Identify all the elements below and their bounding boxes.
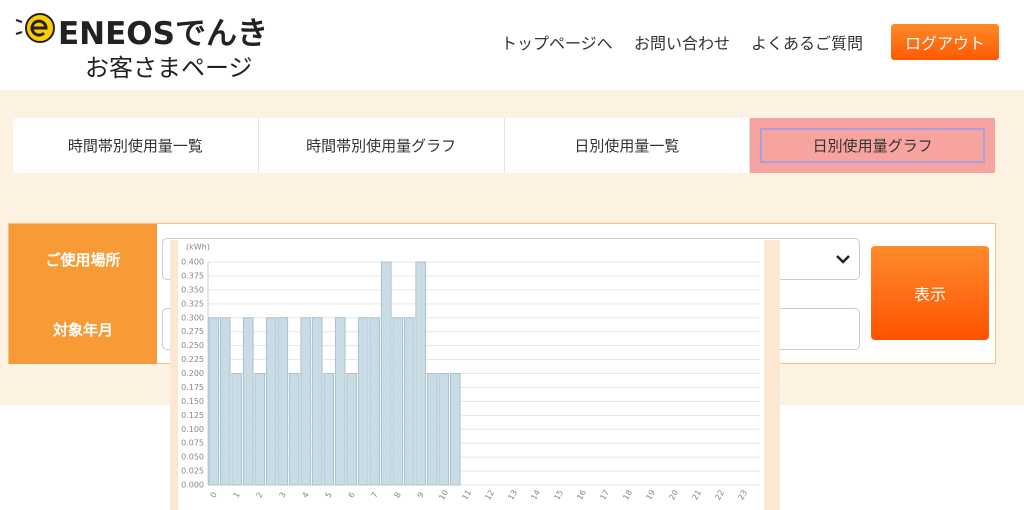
logo-icon [15, 13, 55, 43]
bar [426, 373, 438, 486]
bar [380, 261, 392, 486]
x-tick-label: 7 [370, 491, 380, 500]
logo-subtitle: お客さまページ [85, 54, 253, 82]
y-tick-label: 0.350 [181, 285, 204, 294]
y-tick-label: 0.400 [181, 258, 204, 267]
bar [323, 373, 335, 486]
bar [277, 317, 289, 486]
nav-link[interactable]: よくあるご質問 [751, 34, 864, 53]
x-tick-label: 4 [301, 491, 311, 500]
x-tick-label: 13 [506, 488, 519, 501]
x-tick-label: 19 [644, 488, 657, 501]
bar [346, 373, 358, 486]
logout-button[interactable]: ログアウト [891, 24, 999, 60]
bar [357, 317, 369, 486]
x-tick-label: 18 [621, 488, 634, 501]
form-label: ご使用場所 [9, 224, 157, 294]
y-tick-label: 0.050 [181, 453, 204, 462]
y-tick-label: 0.075 [181, 439, 204, 448]
bar [369, 317, 381, 486]
bar [438, 373, 450, 486]
show-button[interactable]: 表示 [871, 246, 989, 340]
bar [311, 317, 323, 486]
x-tick-label: 21 [690, 488, 703, 501]
bar [254, 373, 266, 486]
bar [449, 373, 461, 486]
y-tick-label: 0.250 [181, 341, 204, 350]
tab[interactable]: 時間帯別使用量グラフ [259, 118, 505, 173]
nav-link[interactable]: トップページへ [501, 34, 613, 53]
x-tick-label: 14 [529, 488, 542, 501]
bar [265, 317, 277, 486]
y-tick-label: 0.025 [181, 467, 204, 476]
bar [231, 373, 243, 486]
tab[interactable]: 時間帯別使用量一覧 [13, 118, 259, 173]
x-tick-label: 22 [713, 488, 726, 501]
x-tick-label: 20 [667, 488, 680, 501]
x-tick-label: 10 [437, 488, 450, 501]
x-tick-label: 3 [278, 491, 288, 500]
nav-link[interactable]: お問い合わせ [634, 34, 731, 53]
bar [403, 317, 415, 486]
y-tick-label: 0.100 [181, 425, 204, 434]
bar [208, 317, 220, 486]
y-tick-label: 0.325 [181, 299, 204, 308]
y-axis-label: (kWh) [186, 243, 210, 252]
x-tick-label: 9 [416, 491, 426, 500]
x-tick-label: 17 [598, 488, 611, 501]
bar [300, 317, 312, 486]
y-tick-label: 0.000 [181, 481, 204, 490]
bar [334, 317, 346, 486]
y-tick-label: 0.300 [181, 313, 204, 322]
x-tick-label: 11 [460, 488, 473, 501]
bar [288, 373, 300, 486]
tab[interactable]: 日別使用量一覧 [505, 118, 751, 173]
bar [242, 317, 254, 486]
y-tick-label: 0.375 [181, 271, 204, 280]
chart-edge [170, 240, 178, 510]
y-tick-label: 0.150 [181, 397, 204, 406]
logo: ENEOSでんき [58, 16, 268, 52]
x-tick-label: 1 [232, 491, 242, 500]
y-tick-label: 0.125 [181, 411, 204, 420]
x-tick-label: 8 [393, 491, 403, 500]
x-tick-label: 6 [347, 491, 357, 500]
bar [392, 317, 404, 486]
tab-bar: 時間帯別使用量一覧 時間帯別使用量グラフ 日別使用量一覧 日別使用量グラフ [13, 118, 995, 173]
form-label: 対象年月 [9, 294, 157, 364]
y-tick-label: 0.225 [181, 355, 204, 364]
y-tick-label: 0.200 [181, 369, 204, 378]
x-tick-label: 15 [552, 488, 565, 501]
x-tick-label: 16 [575, 488, 588, 501]
bar [219, 317, 231, 486]
x-tick-label: 12 [483, 488, 496, 501]
x-tick-label: 2 [255, 491, 265, 500]
x-tick-label: 23 [736, 488, 749, 501]
y-tick-label: 0.175 [181, 383, 204, 392]
bar [415, 261, 427, 486]
chart: (kWh) 0.000 0.025 0.050 0.075 0.100 0.125 0.15… [170, 240, 780, 510]
chevron [836, 255, 850, 264]
x-tick-label: 5 [324, 491, 334, 500]
y-tick-label: 0.275 [181, 327, 204, 336]
tab-active[interactable]: 日別使用量グラフ [750, 118, 995, 173]
chart-edge [764, 240, 780, 510]
x-tick-label: 0 [209, 491, 219, 500]
